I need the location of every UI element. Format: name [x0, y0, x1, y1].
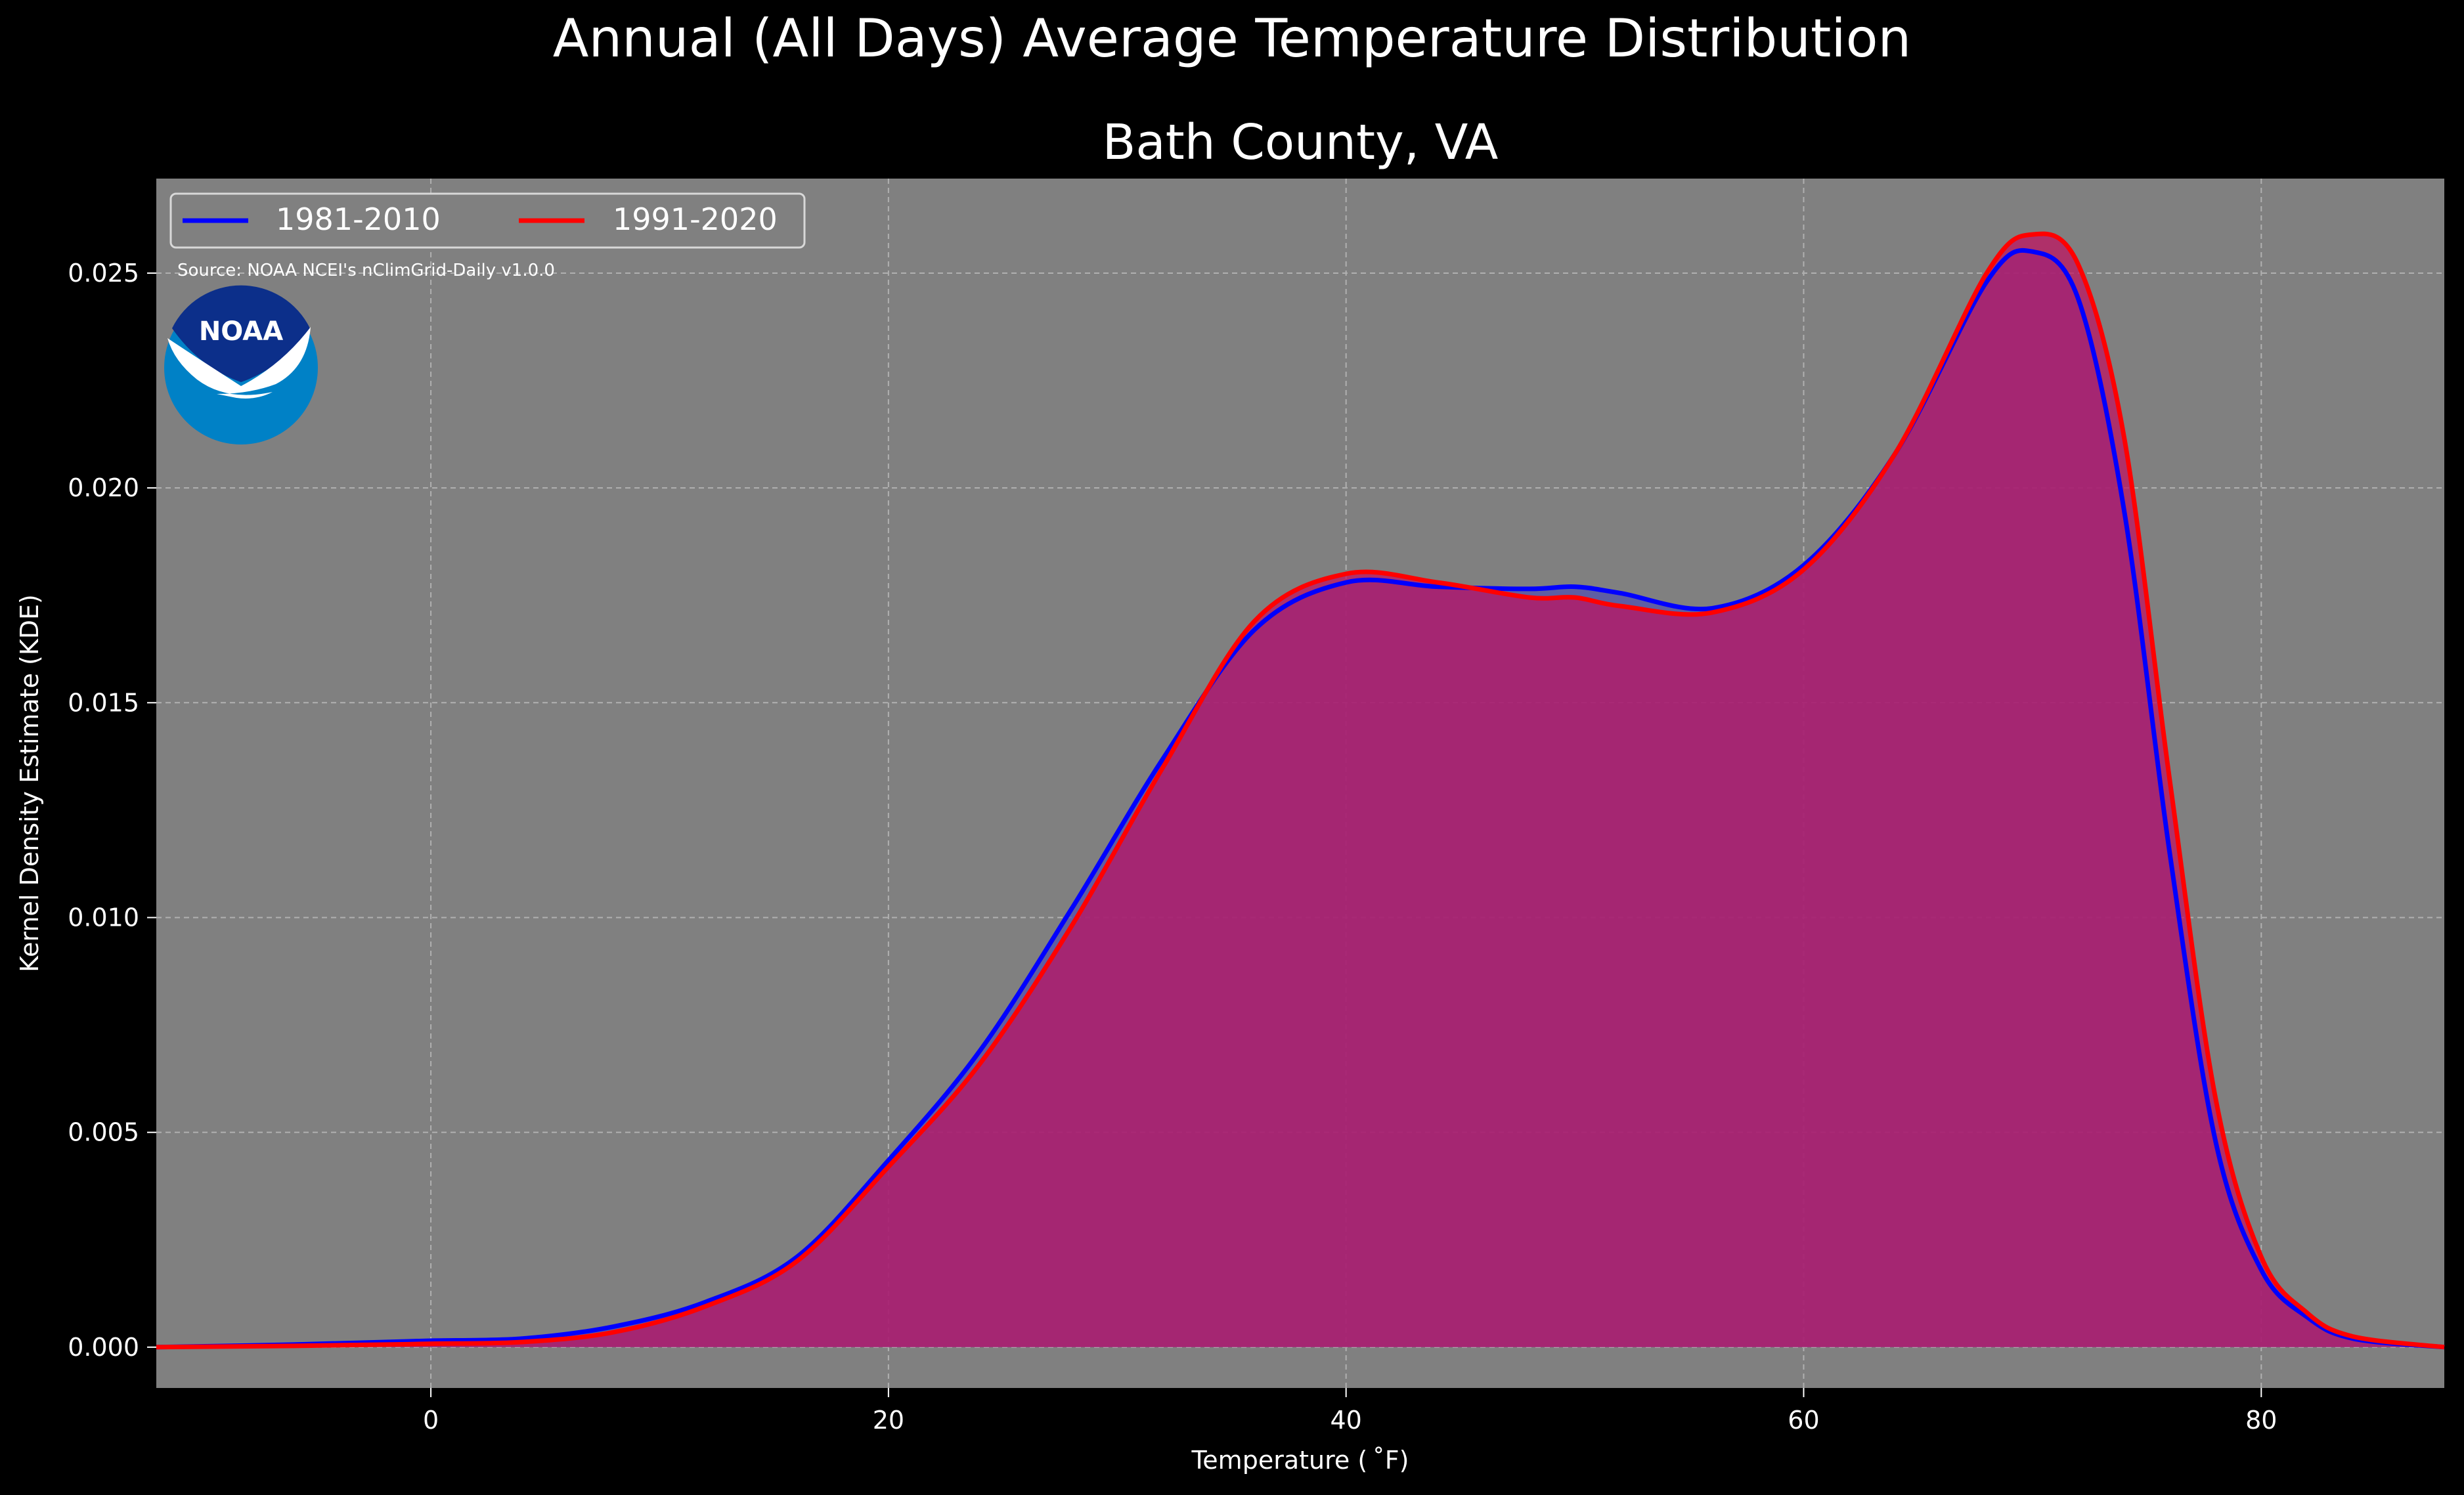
series-lines	[156, 231, 2445, 1350]
legend-box	[169, 192, 806, 249]
x-axis-label: Temperature ( ˚F)	[1191, 1446, 1409, 1475]
noaa-logo-gull	[167, 327, 311, 399]
y-tick-label: 0.010	[68, 903, 139, 932]
noaa-logo: NOAA	[164, 285, 318, 444]
y-tick-label: 0.020	[68, 473, 139, 502]
x-tick-label: 80	[2245, 1406, 2277, 1435]
y-tick-label: 0.025	[68, 259, 139, 288]
x-tick-label: 40	[1331, 1406, 1362, 1435]
suptitle: Annual (All Days) Average Temperature Di…	[553, 8, 1911, 69]
y-axis-label: Kernel Density Estimate (KDE)	[15, 594, 44, 972]
x-tick-label: 20	[873, 1406, 904, 1435]
plot-area	[156, 179, 2445, 1388]
y-axis: 0.000 0.005 0.010 0.015 0.020 0.025	[68, 259, 156, 1362]
y-tick-label: 0.000	[68, 1333, 139, 1362]
y-tick-label: 0.015	[68, 688, 139, 717]
legend: 1981-2010 1991-2020	[169, 192, 806, 249]
x-tick-label: 0	[423, 1406, 439, 1435]
source-note: Source: NOAA NCEI's nClimGrid-Daily v1.0…	[177, 261, 555, 280]
x-axis: 0 20 40 60 80	[423, 1388, 2277, 1435]
legend-label-1981-2010: 1981-2010	[276, 202, 441, 237]
series-area-1991-2020	[156, 234, 2444, 1347]
legend-label-1991-2020: 1991-2020	[613, 202, 778, 237]
series-fills	[156, 234, 2444, 1347]
chart-title: Bath County, VA	[1103, 114, 1499, 171]
x-tick-label: 60	[1788, 1406, 1819, 1435]
y-tick-label: 0.005	[68, 1118, 139, 1147]
series-line-1991-2020	[156, 231, 2445, 1350]
noaa-logo-text: NOAA	[199, 316, 283, 347]
noaa-logo-top	[172, 285, 310, 382]
series-line-1981-2010	[156, 248, 2445, 1350]
